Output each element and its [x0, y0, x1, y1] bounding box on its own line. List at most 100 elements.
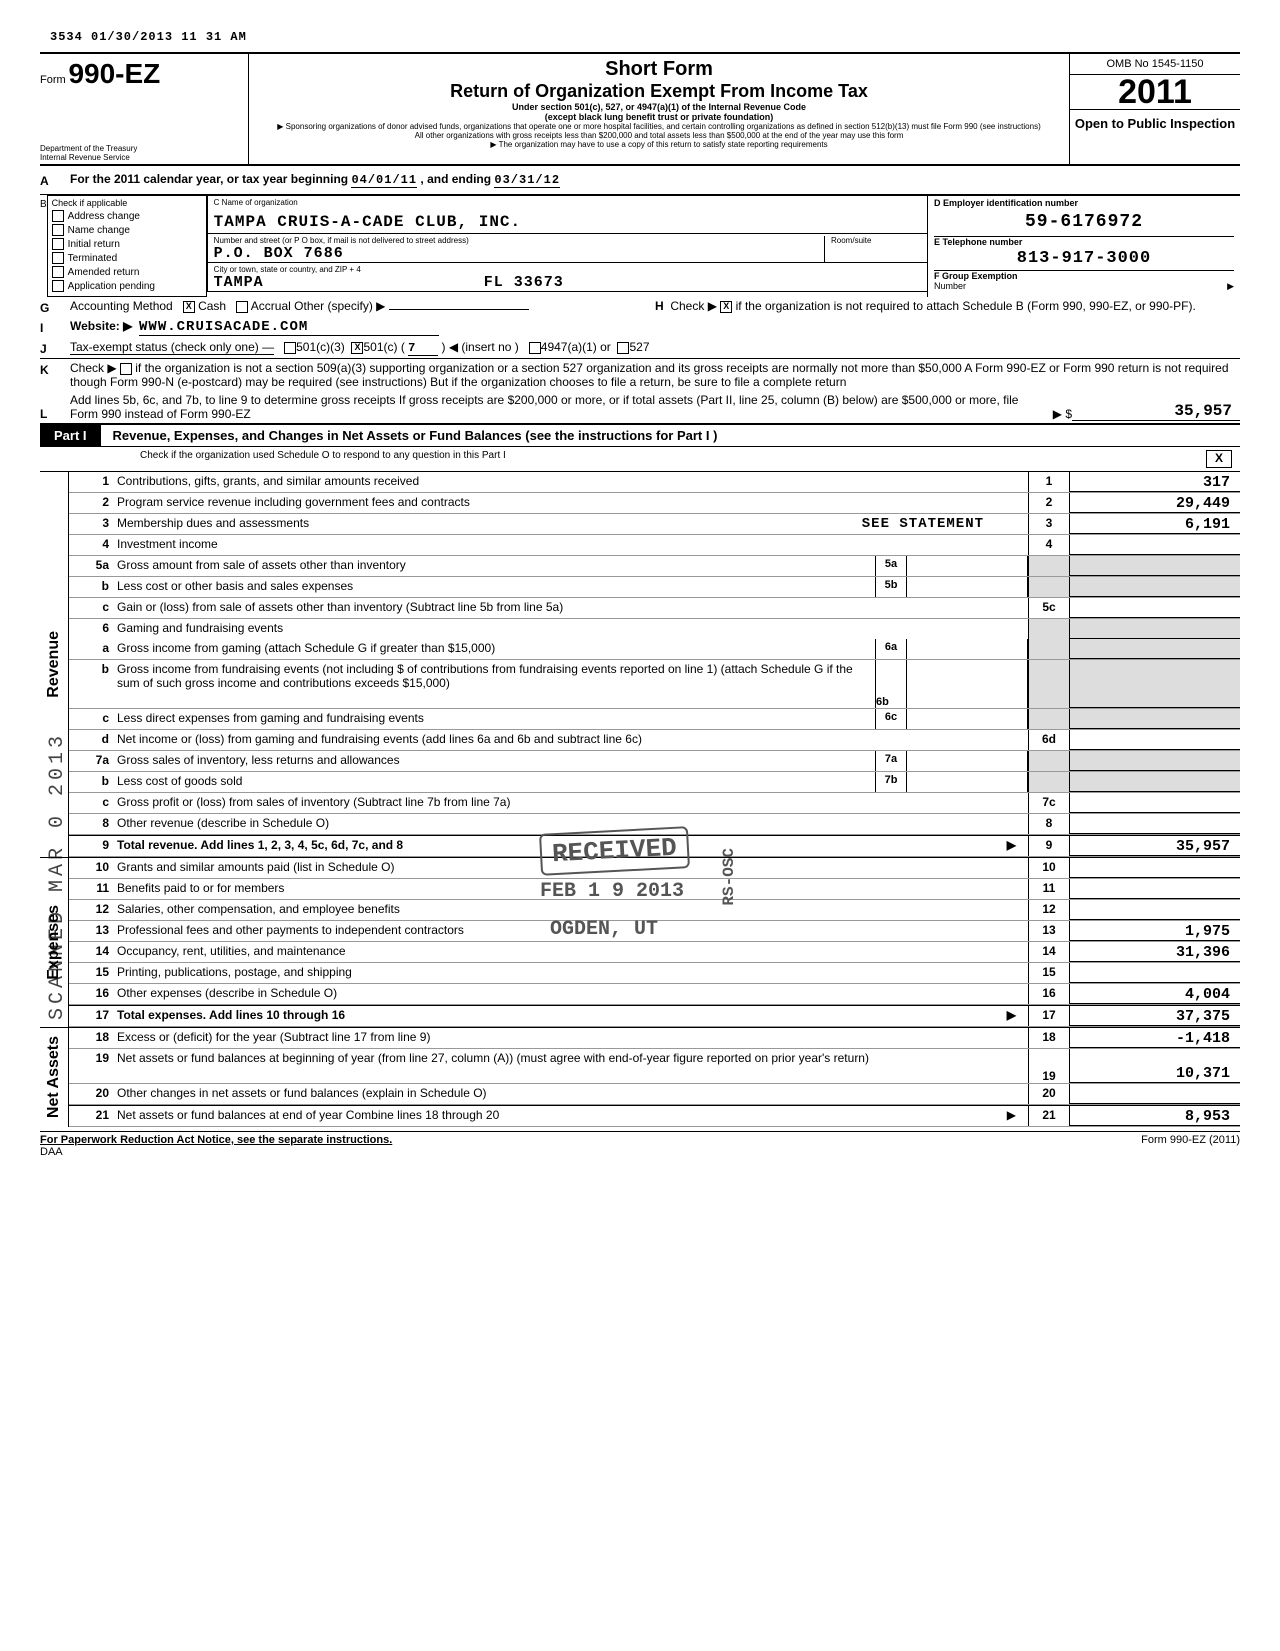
- org-street: P.O. BOX 7686: [214, 245, 824, 262]
- open-inspection: Open to Public Inspection: [1070, 109, 1240, 137]
- check-header: Check if applicable: [52, 198, 202, 208]
- g-accounting: Accounting Method: [70, 299, 173, 313]
- h-text: if the organization is not required to a…: [736, 299, 1196, 313]
- line6-desc: Gaming and fundraising events: [117, 619, 1028, 639]
- line8-desc: Other revenue (describe in Schedule O): [117, 814, 1028, 834]
- dept-treasury: Department of the Treasury: [40, 144, 240, 153]
- arrow-icon: ▶: [1227, 281, 1234, 292]
- chk-501c[interactable]: X: [351, 342, 363, 354]
- line2-desc: Program service revenue including govern…: [117, 493, 1028, 513]
- line7a-desc: Gross sales of inventory, less returns a…: [117, 751, 875, 771]
- chk-accrual[interactable]: [236, 301, 248, 313]
- org-name: TAMPA CRUIS-A-CADE CLUB, INC.: [214, 207, 921, 233]
- line16-amt: 4,004: [1070, 984, 1240, 1004]
- row-j-label: J: [40, 340, 70, 356]
- ein-value: 59-6176972: [934, 208, 1234, 237]
- row-h-label: H: [655, 299, 664, 313]
- line9-desc: Total revenue. Add lines 1, 2, 3, 4, 5c,…: [117, 838, 403, 852]
- line11-desc: Benefits paid to or for members: [117, 879, 1028, 899]
- chk-pending[interactable]: [52, 280, 64, 292]
- line1-desc: Contributions, gifts, grants, and simila…: [117, 472, 1028, 492]
- opt-name-change: Name change: [68, 225, 130, 236]
- line1-amt: 317: [1070, 472, 1240, 492]
- line12-desc: Salaries, other compensation, and employ…: [117, 900, 1028, 920]
- line20-desc: Other changes in net assets or fund bala…: [117, 1084, 1028, 1104]
- chk-cash[interactable]: X: [183, 301, 195, 313]
- return-title: Return of Organization Exempt From Incom…: [259, 81, 1059, 102]
- form-number: 990-EZ: [68, 58, 160, 89]
- subtitle-1: Under section 501(c), 527, or 4947(a)(1)…: [259, 102, 1059, 112]
- line7c-desc: Gross profit or (loss) from sales of inv…: [117, 793, 1028, 813]
- l-arrow: ▶ $: [1032, 407, 1072, 421]
- j-527: 527: [629, 340, 649, 354]
- chk-address-change[interactable]: [52, 210, 64, 222]
- street-label: Number and street (or P O box, if mail i…: [214, 236, 824, 245]
- row-g-label: G: [40, 299, 70, 315]
- chk-initial-return[interactable]: [52, 238, 64, 250]
- chk-name-change[interactable]: [52, 224, 64, 236]
- arrow-icon: ▶: [1007, 1008, 1024, 1022]
- short-form-title: Short Form: [259, 58, 1059, 81]
- line20-amt: [1070, 1084, 1240, 1104]
- chk-schedule-o[interactable]: X: [1206, 450, 1232, 468]
- section-revenue: Revenue: [45, 631, 63, 698]
- line6c-desc: Less direct expenses from gaming and fun…: [117, 709, 875, 729]
- line7b-desc: Less cost of goods sold: [117, 772, 875, 792]
- f-number-label: Number: [934, 281, 966, 292]
- line5c-amt: [1070, 598, 1240, 618]
- website-value: WWW.CRUISACADE.COM: [139, 319, 439, 336]
- line21-amt: 8,953: [1070, 1106, 1240, 1126]
- form-word: Form: [40, 74, 66, 86]
- line5c-desc: Gain or (loss) from sale of assets other…: [117, 598, 1028, 618]
- org-state-zip: FL 33673: [484, 274, 564, 291]
- d-label: D Employer identification number: [934, 198, 1234, 208]
- line6d-amt: [1070, 730, 1240, 750]
- f-label: F Group Exemption: [934, 271, 1234, 281]
- chk-501c3[interactable]: [284, 342, 296, 354]
- chk-terminated[interactable]: [52, 252, 64, 264]
- irs: Internal Revenue Service: [40, 153, 240, 162]
- line7c-amt: [1070, 793, 1240, 813]
- line14-amt: 31,396: [1070, 942, 1240, 962]
- chk-k[interactable]: [120, 363, 132, 375]
- line18-desc: Excess or (deficit) for the year (Subtra…: [117, 1028, 1028, 1048]
- copy-line: ▶ The organization may have to use a cop…: [259, 140, 1059, 149]
- city-label: City or town, state or country, and ZIP …: [214, 265, 921, 274]
- limits-line: All other organizations with gross recei…: [259, 131, 1059, 140]
- chk-schedule-b[interactable]: X: [720, 301, 732, 313]
- row-b-label: B: [40, 195, 47, 297]
- daa: DAA: [40, 1146, 63, 1158]
- line5b-desc: Less cost or other basis and sales expen…: [117, 577, 875, 597]
- tax-year-begin: 04/01/11: [351, 173, 417, 188]
- section-netassets: Net Assets: [45, 1036, 63, 1118]
- line3-amt: 6,191: [1070, 514, 1240, 534]
- chk-4947[interactable]: [529, 342, 541, 354]
- i-website-label: Website: ▶: [70, 319, 132, 333]
- chk-527[interactable]: [617, 342, 629, 354]
- j-501c: 501(c) (: [363, 340, 404, 354]
- opt-terminated: Terminated: [68, 253, 117, 264]
- line3-note: SEE STATEMENT: [862, 516, 1024, 532]
- line16-desc: Other expenses (describe in Schedule O): [117, 984, 1028, 1004]
- phone-value: 813-917-3000: [934, 247, 1234, 271]
- opt-pending: Application pending: [68, 281, 155, 292]
- form-footer-right: Form 990-EZ (2011): [1141, 1134, 1240, 1158]
- check-if-applicable: Check if applicable Address change Name …: [47, 195, 207, 297]
- opt-initial-return: Initial return: [68, 239, 120, 250]
- j-501c-num: 7: [408, 341, 438, 356]
- line19-desc: Net assets or fund balances at beginning…: [117, 1049, 1028, 1083]
- line13-amt: 1,975: [1070, 921, 1240, 941]
- l-amount: 35,957: [1072, 402, 1240, 421]
- line5a-desc: Gross amount from sale of assets other t…: [117, 556, 875, 576]
- tax-year-end: 03/31/12: [494, 173, 560, 188]
- row-k-label: K: [40, 361, 70, 377]
- tax-year: 2011: [1070, 75, 1240, 109]
- section-expenses: Expenses: [45, 905, 63, 980]
- sponsor-line: ▶ Sponsoring organizations of donor advi…: [259, 122, 1059, 131]
- line17-desc: Total expenses. Add lines 10 through 16: [117, 1008, 345, 1022]
- chk-amended[interactable]: [52, 266, 64, 278]
- row-a-mid: , and ending: [420, 172, 494, 186]
- l-text: Add lines 5b, 6c, and 7b, to line 9 to d…: [70, 393, 1032, 421]
- opt-amended: Amended return: [68, 267, 140, 278]
- opt-address-change: Address change: [68, 211, 140, 222]
